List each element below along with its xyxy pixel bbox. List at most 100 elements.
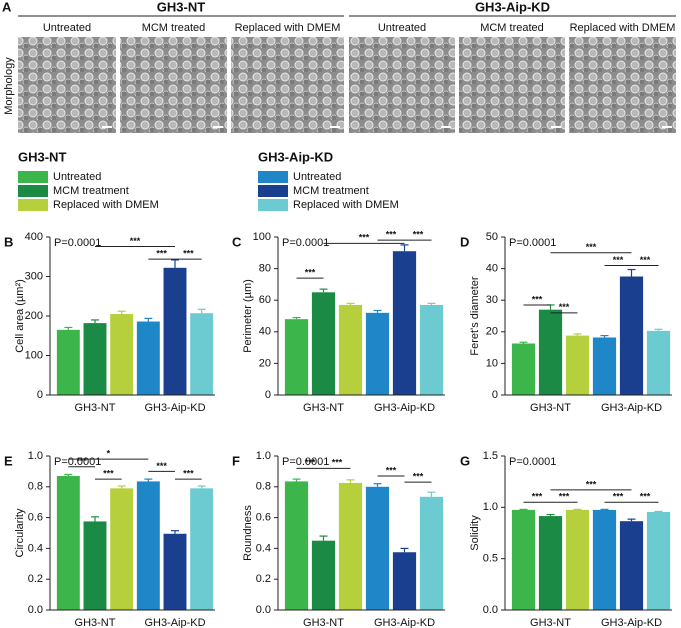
- x-group-label: GH3-NT: [530, 617, 571, 628]
- bar: [511, 343, 536, 395]
- significance-label: ***: [183, 468, 194, 478]
- y-tick-label: 0.0: [256, 604, 271, 616]
- y-axis-label: Circularity: [14, 508, 26, 557]
- significance-label: ***: [613, 255, 624, 265]
- bar: [365, 486, 390, 610]
- y-tick-label: 40: [486, 263, 498, 275]
- bar: [511, 509, 536, 610]
- annotation: P=0.0001: [509, 237, 556, 249]
- bar: [592, 509, 617, 610]
- y-tick-label: 100: [253, 231, 271, 243]
- y-tick-label: 30: [486, 294, 498, 306]
- significance-label: ***: [640, 255, 651, 265]
- bar: [110, 314, 134, 395]
- bar: [136, 481, 160, 610]
- micrograph: [231, 37, 344, 133]
- bar: [392, 251, 417, 395]
- bar: [538, 516, 563, 610]
- panel-label: D: [460, 234, 469, 249]
- y-axis-label: Feret's diameter: [469, 276, 481, 355]
- y-tick-label: 0.4: [28, 542, 43, 554]
- x-group-label: GH3-NT: [530, 402, 571, 414]
- legend-swatch: [258, 199, 288, 211]
- bar: [365, 312, 390, 395]
- significance-label: ***: [640, 492, 651, 502]
- significance-label: ***: [532, 492, 543, 502]
- significance-label: ***: [76, 456, 87, 466]
- bar: [338, 304, 363, 395]
- y-axis-label: Solidity: [469, 515, 481, 551]
- x-group-label: GH3-Aip-KD: [144, 402, 205, 414]
- significance-label: ***: [130, 236, 141, 246]
- legend-label: Untreated: [293, 171, 341, 183]
- y-tick-label: 0.0: [28, 604, 43, 616]
- y-tick-label: 60: [259, 294, 271, 306]
- bar: [190, 488, 214, 610]
- y-tick-label: 0.8: [28, 481, 43, 493]
- y-tick-label: 0.2: [28, 573, 43, 585]
- significance-label: ***: [413, 230, 424, 240]
- legend-label: Replaced with DMEM: [293, 199, 399, 211]
- x-group-label: GH3-NT: [75, 617, 116, 628]
- legend-label: Replaced with DMEM: [53, 199, 159, 211]
- y-tick-label: 1.0: [28, 450, 43, 462]
- micrograph: [120, 37, 227, 133]
- x-group-label: GH3-NT: [303, 617, 344, 628]
- legend-swatch: [18, 185, 48, 197]
- significance-label: ***: [305, 458, 316, 468]
- x-group-label: GH3-Aip-KD: [374, 617, 435, 628]
- bar: [284, 319, 309, 395]
- y-tick-label: 0: [265, 389, 271, 401]
- y-tick-label: 20: [259, 357, 271, 369]
- annotation: P=0.0001: [282, 237, 329, 249]
- y-tick-label: 400: [25, 231, 43, 243]
- y-tick-label: 0.2: [256, 573, 271, 585]
- bar: [392, 552, 417, 610]
- significance-label: ***: [332, 458, 343, 468]
- micrograph: [349, 37, 455, 133]
- y-tick-label: 100: [25, 349, 43, 361]
- bar: [565, 509, 590, 610]
- panel-label: G: [460, 453, 470, 468]
- panel-label: C: [232, 234, 242, 249]
- bar: [136, 321, 160, 395]
- group-title: GH3-NT: [157, 0, 205, 14]
- y-axis-label: Perimeter (µm): [242, 279, 254, 353]
- y-tick-label: 0.0: [483, 604, 498, 616]
- significance-label: ***: [305, 267, 316, 277]
- significance-label: ***: [183, 248, 194, 258]
- y-tick-label: 1.0: [483, 501, 498, 513]
- bar: [163, 533, 187, 610]
- y-tick-label: 0.5: [483, 553, 498, 565]
- bar: [311, 292, 336, 395]
- significance-label: ***: [532, 294, 543, 304]
- y-axis-label: Roundness: [242, 505, 254, 561]
- y-tick-label: 0: [492, 389, 498, 401]
- bar: [190, 313, 214, 395]
- significance-label: ***: [559, 492, 570, 502]
- y-tick-label: 80: [259, 263, 271, 275]
- significance-label: ***: [103, 468, 114, 478]
- y-tick-label: 50: [486, 231, 498, 243]
- significance-label: ***: [156, 248, 167, 258]
- y-tick-label: 1.0: [256, 450, 271, 462]
- legend-swatch: [258, 171, 288, 183]
- bar: [419, 304, 444, 395]
- y-tick-label: 0.4: [256, 542, 271, 554]
- significance-label: ***: [386, 230, 397, 240]
- significance-label: ***: [413, 472, 424, 482]
- significance-label: ***: [559, 302, 570, 312]
- micrograph: [459, 37, 565, 133]
- annotation: P=0.0001: [282, 456, 329, 468]
- legend-label: MCM treatment: [293, 185, 369, 197]
- bar: [284, 481, 309, 610]
- bar: [646, 330, 671, 395]
- y-tick-label: 1.5: [483, 450, 498, 462]
- annotation: P=0.0001: [54, 237, 101, 249]
- significance-label: ***: [156, 461, 167, 471]
- significance-label: ***: [613, 492, 624, 502]
- bar: [338, 482, 363, 610]
- y-tick-label: 200: [25, 310, 43, 322]
- y-tick-label: 300: [25, 270, 43, 282]
